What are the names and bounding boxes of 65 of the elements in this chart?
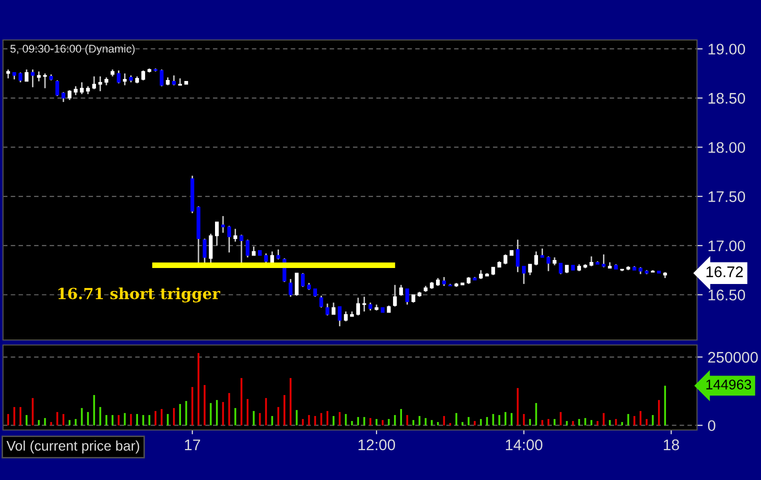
- candlestick: [300, 272, 305, 288]
- candlestick: [264, 252, 268, 264]
- candlestick: [276, 248, 280, 260]
- candlestick: [160, 68, 164, 87]
- candlestick: [338, 306, 342, 327]
- candlestick: [80, 82, 84, 95]
- candlestick: [122, 72, 127, 86]
- candlestick: [202, 238, 207, 264]
- candlestick: [43, 72, 47, 89]
- x-tick-label: 17: [185, 440, 200, 450]
- candlestick: [68, 89, 72, 101]
- candlestick: [558, 262, 563, 275]
- candlestick: [362, 296, 366, 312]
- candlestick: [92, 76, 96, 90]
- candlestick: [36, 70, 41, 82]
- y-tick-label: 250000: [708, 352, 758, 363]
- candlestick: [240, 234, 244, 264]
- candlestick: [227, 225, 232, 254]
- x-tick-label: 14:00: [506, 439, 542, 450]
- candlestick: [294, 272, 299, 296]
- candlestick: [18, 72, 22, 83]
- candlestick: [215, 221, 219, 246]
- candlestick: [602, 254, 606, 268]
- candlestick: [172, 74, 176, 86]
- candlestick: [116, 70, 121, 84]
- candlestick: [319, 295, 324, 308]
- candlestick: [24, 68, 28, 82]
- candlestick: [528, 264, 532, 276]
- text: 144963: [706, 380, 752, 390]
- candlestick: [546, 256, 550, 272]
- candlestick: [332, 302, 336, 316]
- candlestick: [344, 310, 348, 322]
- candlestick: [246, 238, 250, 258]
- candlestick: [534, 250, 538, 266]
- y-tick-label: 17.50: [708, 191, 746, 202]
- candlestick: [356, 297, 360, 316]
- candlestick: [405, 288, 410, 306]
- candlestick: [233, 228, 238, 242]
- y-tick-label: 19.00: [708, 44, 746, 55]
- candlestick: [326, 302, 330, 316]
- chart-title: 5, 09:30-16:00 (Dynamic): [10, 44, 135, 55]
- text: Vol (current price bar): [6, 440, 140, 454]
- text: 16.72: [706, 266, 743, 278]
- candlestick: [522, 266, 526, 285]
- candlestick: [141, 70, 146, 82]
- candlestick: [55, 80, 60, 97]
- y-tick-label: 18.50: [708, 92, 746, 104]
- x-tick-label: 18: [664, 439, 680, 450]
- candlestick: [62, 91, 66, 103]
- candlestick: [30, 68, 35, 88]
- candlestick: [399, 284, 403, 296]
- ref-line-label: 16.71 short trigger: [58, 287, 220, 302]
- candlestick: [516, 238, 520, 273]
- y-tick-label: 17.00: [708, 240, 746, 252]
- candlestick: [288, 278, 292, 298]
- candlestick: [590, 256, 594, 267]
- x-tick-label: 12:00: [358, 439, 396, 450]
- y-tick-label: 16.50: [708, 290, 746, 300]
- candlestick: [504, 254, 508, 265]
- y-tick-label: 18.00: [708, 142, 746, 153]
- candlestick: [208, 233, 213, 264]
- y-tick-label: 0: [708, 420, 716, 432]
- candlestick: [98, 76, 102, 92]
- candlestick: [221, 215, 225, 234]
- candlestick: [393, 284, 397, 308]
